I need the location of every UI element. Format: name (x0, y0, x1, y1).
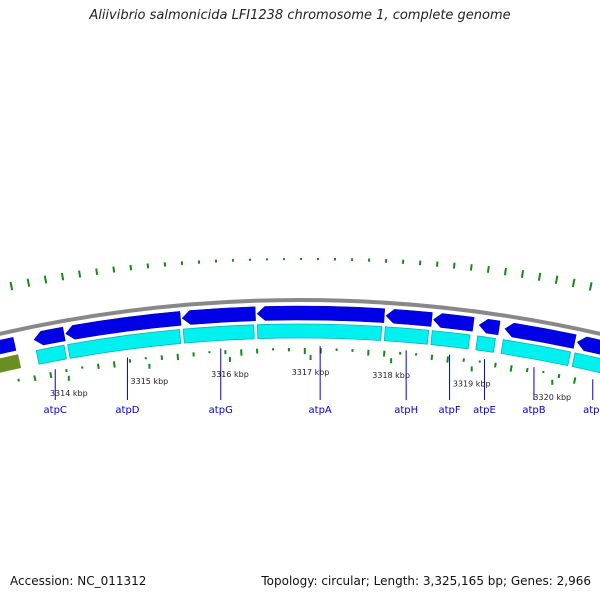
map-title: Aliivibrio salmonicida LFI1238 chromosom… (89, 8, 511, 23)
gc-tick (26, 278, 31, 287)
gene-arrow-atph[interactable] (385, 309, 433, 327)
axis-tick-label: 3316 kbp (211, 370, 249, 379)
gc-tick (503, 267, 507, 276)
accession-text: Accession: NC_011312 (10, 574, 147, 588)
gc-tick (146, 263, 150, 269)
cds-block-atpe[interactable] (475, 335, 496, 353)
coverage-tick (49, 371, 53, 379)
backbone-line (0, 298, 600, 336)
gc-tick (588, 282, 593, 291)
cds-block-atpf[interactable] (430, 330, 471, 350)
gene-label-atpa[interactable]: atpA (309, 405, 332, 416)
cds-block-atpg[interactable] (182, 324, 255, 344)
gene-label-atpf[interactable]: atpF (438, 405, 460, 416)
gc-tick (43, 275, 48, 284)
gc-tick (95, 268, 99, 276)
gene-label-atph[interactable]: atpH (394, 405, 418, 416)
gc-tick (435, 261, 439, 267)
gene-label-atpb[interactable]: atpB (522, 405, 545, 416)
coverage-tick (525, 367, 529, 373)
gene-arrow-atpd[interactable] (65, 311, 182, 340)
axis-tick-label: 3314 kbp (50, 389, 88, 398)
gene-arrow-atpe[interactable] (478, 318, 501, 336)
gc-skew-track (9, 257, 593, 291)
gene-arrow-atpi[interactable] (576, 336, 600, 359)
position-axis: 3314 kbp 3315 kbp 3316 kbp 3317 kbp 3318 kbp… (50, 355, 571, 402)
coverage-tick (509, 365, 513, 372)
feature-partial (0, 354, 22, 373)
gene-arrow-atpf[interactable] (433, 313, 475, 332)
gene-track-cds (0, 323, 600, 377)
cds-block-atpa[interactable] (256, 323, 383, 341)
coverage-tick (430, 354, 434, 361)
gene-arrow-atpg[interactable] (181, 306, 256, 325)
coverage-tick (96, 363, 100, 370)
gene-arrow-atpa[interactable] (256, 305, 386, 323)
gene-label-atpe[interactable]: atpE (473, 405, 496, 416)
coverage-tick (112, 361, 116, 368)
axis-tick-label: 3319 kbp (453, 379, 491, 388)
gc-tick (486, 265, 490, 273)
coverage-tick (446, 356, 450, 363)
gc-tick (60, 272, 65, 281)
coverage-track (17, 348, 577, 384)
gene-labels: atpC atpD atpG atpA atpH atpF atpE atpB atpI (44, 346, 600, 416)
gc-tick (9, 281, 14, 291)
axis-tick-label: 3315 kbp (131, 377, 169, 386)
gc-tick (554, 275, 559, 284)
cds-block-atpb[interactable] (500, 339, 572, 367)
gc-tick (520, 270, 525, 278)
gc-tick (129, 264, 133, 271)
coverage-tick (65, 368, 68, 373)
gene-label-atpc[interactable]: atpC (44, 405, 67, 416)
gene-label-atpg[interactable]: atpG (209, 405, 233, 416)
gc-tick (571, 278, 576, 288)
gc-tick (452, 262, 456, 269)
gc-tick (469, 264, 473, 271)
chromosome-backbone (0, 298, 600, 336)
axis-tick-label: 3320 kbp (533, 393, 571, 402)
gene-label-atpi[interactable]: atpI (583, 405, 600, 416)
gc-tick (537, 272, 542, 281)
coverage-tick (176, 353, 180, 361)
coverage-tick (17, 378, 20, 382)
gene-arrow-atpb[interactable] (504, 322, 577, 349)
cds-block-atpc[interactable] (35, 344, 67, 365)
gc-tick (112, 266, 116, 273)
coverage-tick (33, 375, 37, 382)
gc-tick (78, 270, 82, 278)
axis-tick-label: 3317 kbp (292, 368, 330, 377)
gene-track-forward (0, 305, 600, 359)
coverage-tick (573, 377, 577, 384)
gene-label-atpd[interactable]: atpD (115, 405, 139, 416)
axis-tick-label: 3318 kbp (372, 371, 410, 380)
coverage-tick (494, 362, 497, 368)
cds-block-atph[interactable] (383, 326, 430, 345)
cds-block-atpd[interactable] (67, 329, 182, 359)
cds-block-atpi[interactable] (571, 352, 600, 377)
gene-arrow-atpc[interactable] (33, 326, 66, 346)
topology-text: Topology: circular; Length: 3,325,165 bp… (261, 574, 591, 588)
coverage-tick (557, 373, 561, 379)
gene-arrow-partial (0, 336, 17, 355)
